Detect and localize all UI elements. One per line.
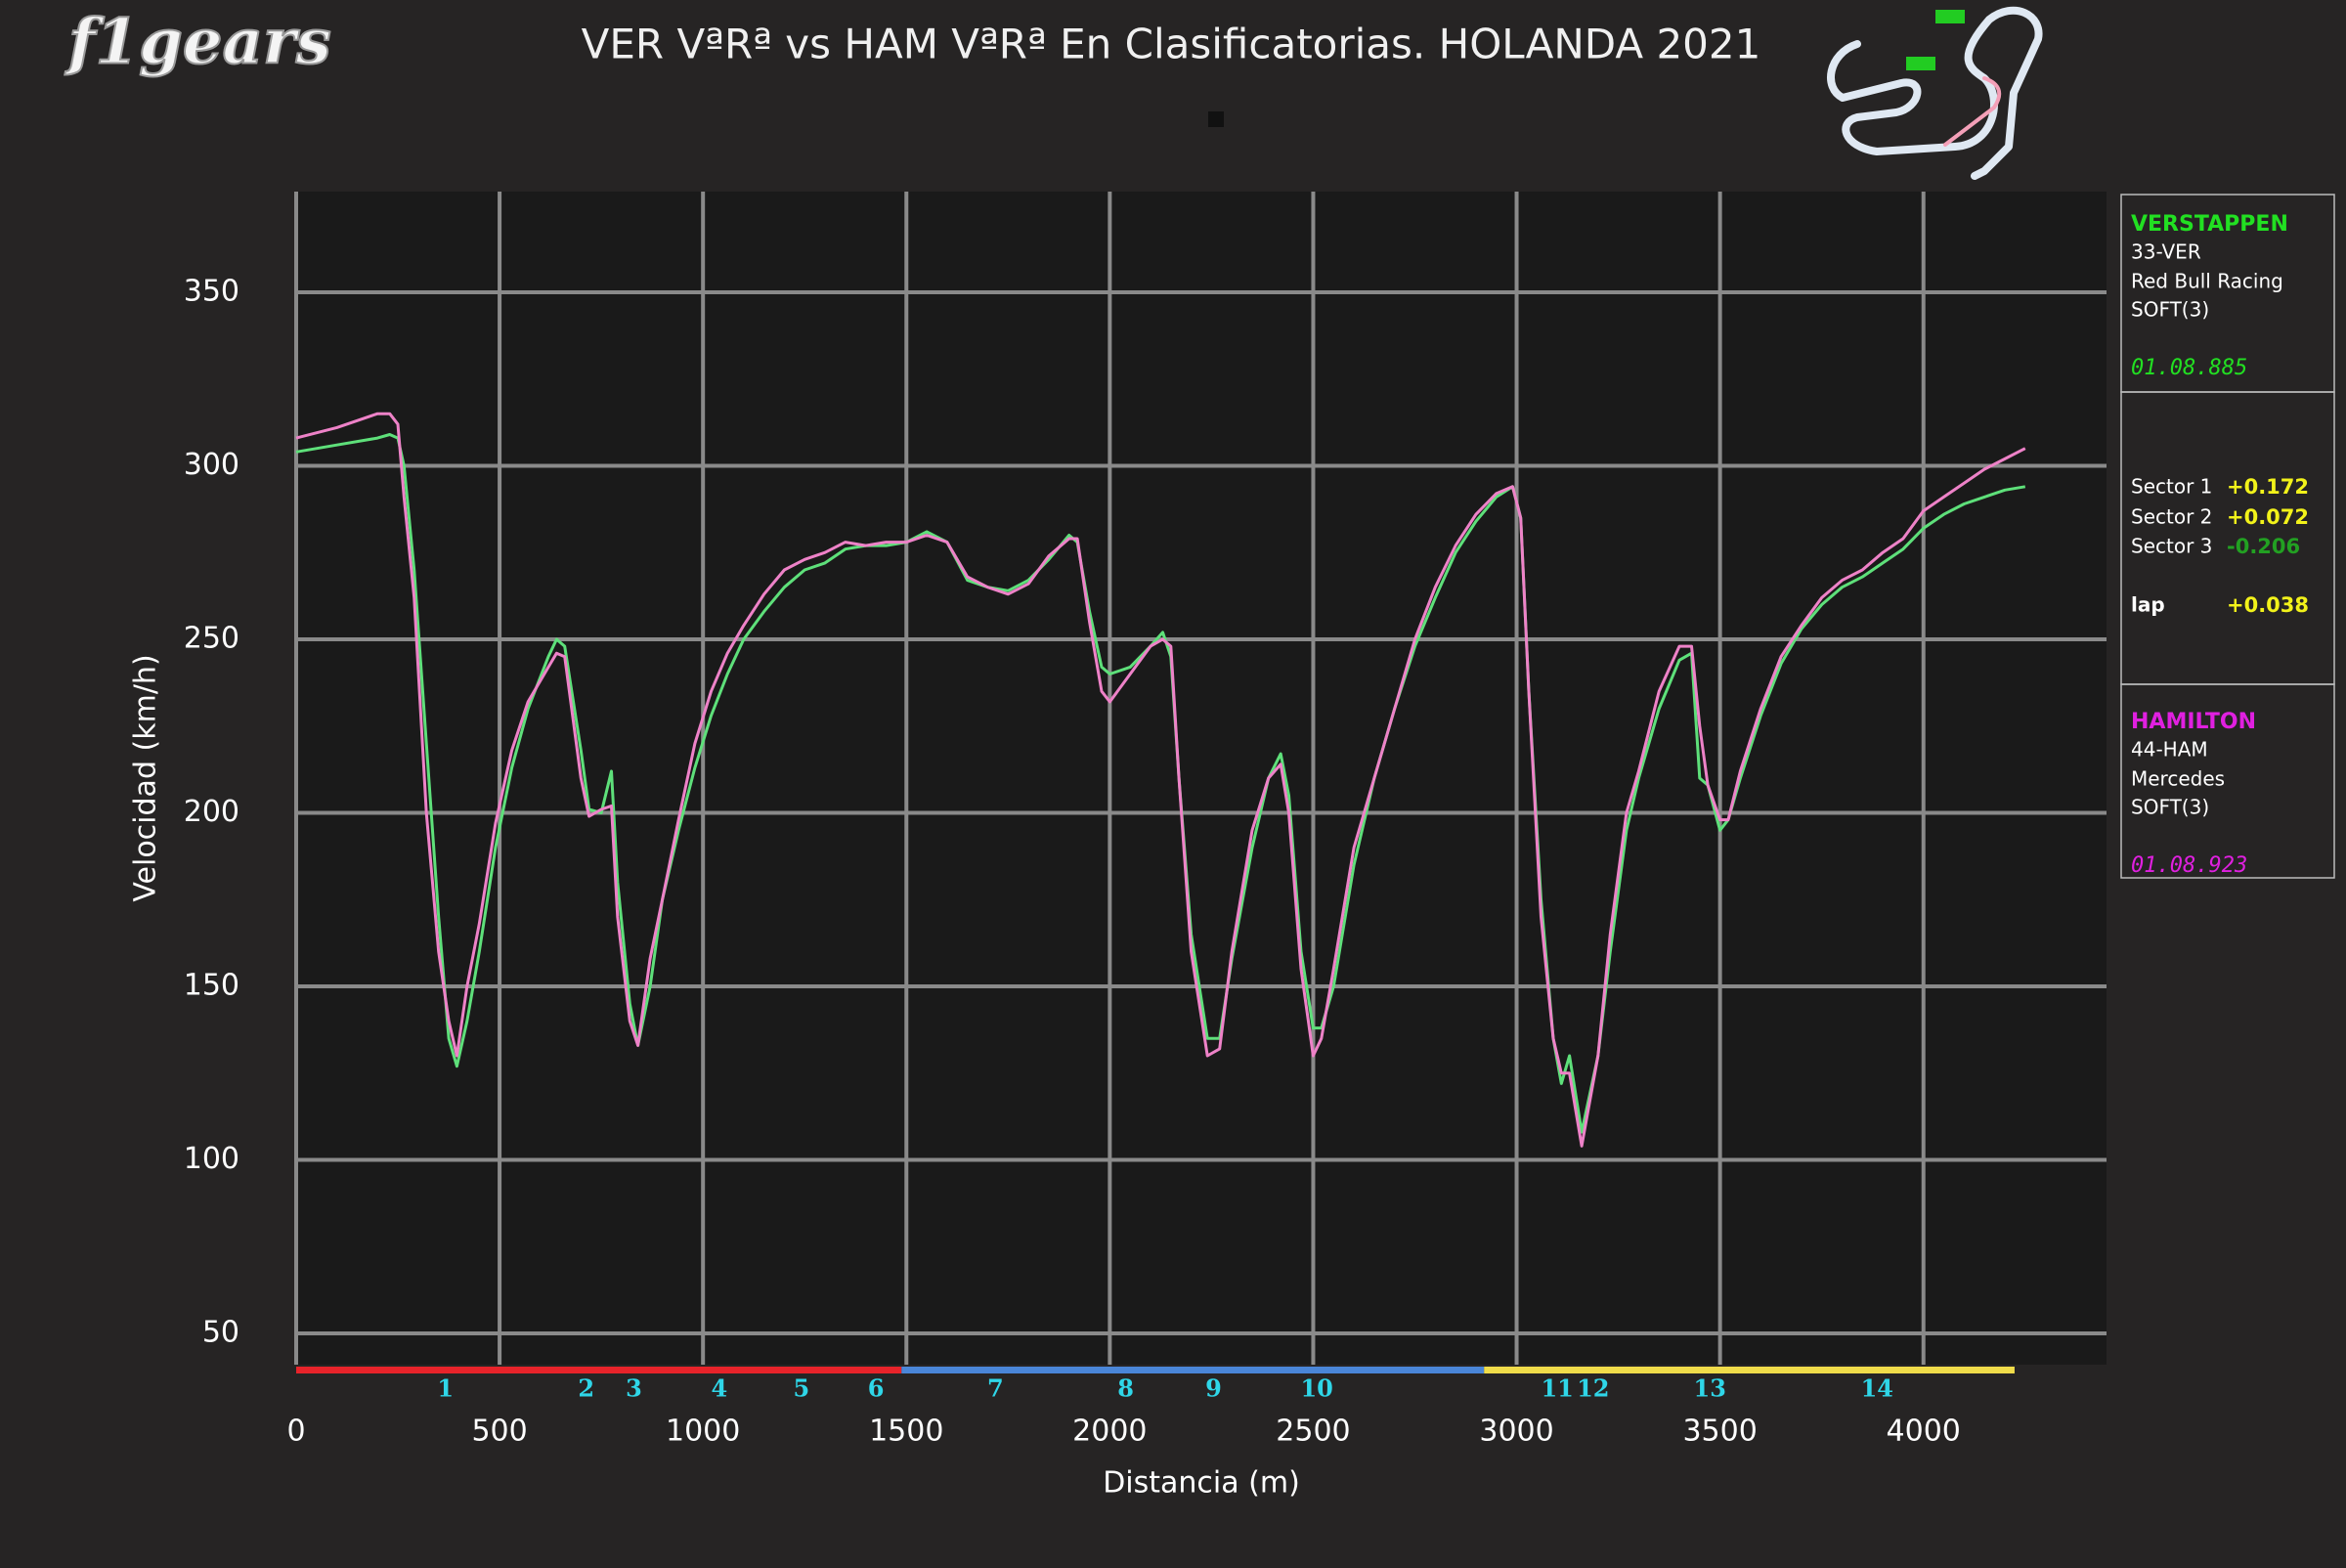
delta-value: -0.206 (2227, 535, 2300, 558)
corner-label: 6 (868, 1374, 885, 1403)
track-map (1827, 6, 2043, 180)
y-tick-label: 350 (184, 274, 239, 308)
y-tick-label: 300 (184, 448, 239, 482)
x-tick-label: 2500 (1276, 1415, 1350, 1449)
corner-label: 7 (987, 1374, 1004, 1403)
x-tick-label: 4000 (1887, 1415, 1961, 1449)
sector-bar (901, 1367, 1485, 1373)
driver-time: 01.08.923 (2131, 853, 2247, 878)
legend-marker (1208, 111, 1224, 127)
x-tick-label: 500 (471, 1415, 527, 1449)
x-tick-label: 0 (286, 1415, 305, 1449)
driver-team: Red Bull Racing (2131, 270, 2283, 293)
x-tick-label: 1500 (869, 1415, 943, 1449)
driver-name: HAMILTON (2131, 710, 2256, 734)
driver-team: Mercedes (2131, 767, 2225, 791)
corner-label: 4 (711, 1374, 727, 1403)
corner-label: 1 (437, 1374, 454, 1403)
corner-label: 12 (1577, 1374, 1609, 1403)
corner-label: 3 (626, 1374, 642, 1403)
info-panel: VERSTAPPEN 33-VER Red Bull Racing SOFT(3) 01… (2120, 194, 2335, 879)
driver-code: 44-HAM (2131, 738, 2208, 762)
plot-area (296, 192, 2107, 1365)
y-axis-label: Velocidad (km/h) (129, 654, 163, 901)
driver-code: 33-VER (2131, 240, 2201, 264)
corner-label: 11 (1541, 1374, 1573, 1403)
y-tick-label: 150 (184, 969, 239, 1003)
y-tick-label: 200 (184, 795, 239, 829)
chart-title: VER VªRª vs HAM VªRª En Clasificatorias.… (582, 21, 1761, 68)
y-tick-label: 100 (184, 1142, 239, 1176)
sector-bar (296, 1367, 902, 1373)
corner-label: 2 (578, 1374, 594, 1403)
corner-label: 14 (1861, 1374, 1893, 1403)
x-tick-label: 3000 (1479, 1415, 1553, 1449)
corner-label: 13 (1694, 1374, 1726, 1403)
x-tick-label: 2000 (1072, 1415, 1147, 1449)
driver-time: 01.08.885 (2131, 356, 2247, 380)
delta-label: lap (2131, 593, 2165, 617)
corner-label: 9 (1205, 1374, 1222, 1403)
logo: f1gears (65, 6, 331, 79)
y-tick-label: 50 (202, 1316, 239, 1350)
sector-bar (1484, 1367, 2015, 1373)
x-tick-label: 3500 (1682, 1415, 1757, 1449)
y-tick-label: 250 (184, 621, 239, 655)
corner-label: 8 (1117, 1374, 1134, 1403)
corner-label: 10 (1300, 1374, 1332, 1403)
delta-value: +0.072 (2227, 505, 2309, 529)
speed-line (295, 412, 2026, 1148)
delta-value: +0.038 (2227, 593, 2309, 617)
corner-label: 5 (794, 1374, 810, 1403)
driver-tyre: SOFT(3) (2131, 796, 2209, 819)
delta-value: +0.172 (2227, 475, 2309, 499)
delta-label: Sector 3 (2131, 535, 2212, 558)
panel-box (2120, 683, 2335, 879)
driver-tyre: SOFT(3) (2131, 298, 2209, 322)
x-tick-label: 1000 (666, 1415, 740, 1449)
driver-name: VERSTAPPEN (2131, 212, 2288, 237)
x-axis-label: Distancia (m) (1103, 1466, 1300, 1501)
delta-label: Sector 1 (2131, 475, 2212, 499)
delta-label: Sector 2 (2131, 505, 2212, 529)
